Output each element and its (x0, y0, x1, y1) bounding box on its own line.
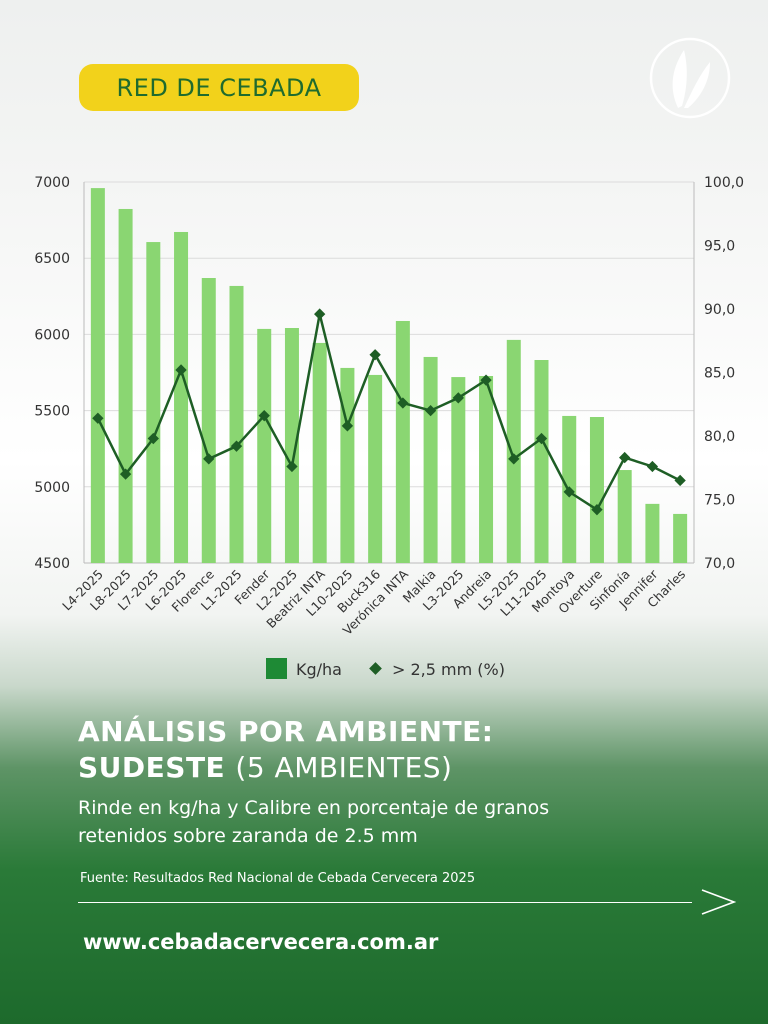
bar (368, 374, 383, 563)
bar (201, 278, 216, 563)
bar (229, 285, 244, 563)
line-point (674, 474, 686, 487)
line-point (480, 374, 492, 386)
subtitle-line-1: Rinde en kg/ha y Calibre en porcentaje d… (78, 797, 550, 819)
page-title: ANÁLISIS POR AMBIENTE: SUDESTE (5 AMBIEN… (78, 714, 493, 786)
legend-line-swatch (369, 662, 382, 675)
title-line-1: ANÁLISIS POR AMBIENTE: (78, 715, 494, 748)
y-right-tick-label: 90,0 (704, 302, 735, 318)
y-right-tick-label: 75,0 (704, 493, 735, 509)
bar (479, 376, 494, 563)
y-right-tick-label: 95,0 (704, 239, 735, 255)
line-point (397, 397, 409, 409)
y-right-tick-label: 100,0 (704, 175, 744, 191)
bar (423, 356, 438, 563)
bar (146, 242, 161, 563)
website-link[interactable]: www.cebadacervecera.com.ar (83, 930, 439, 954)
y-left-tick-label: 6500 (34, 251, 70, 267)
bar (673, 513, 688, 563)
bar (506, 339, 521, 563)
subtitle-line-2: retenidos sobre zaranda de 2.5 mm (78, 825, 418, 847)
line-point (563, 486, 575, 498)
line-point (424, 404, 437, 417)
line-point (314, 308, 326, 320)
wheat-icon (649, 37, 731, 119)
legend-line-label: > 2,5 mm (%) (392, 660, 505, 679)
title-count: (5 AMBIENTES) (235, 751, 453, 784)
bar (534, 360, 549, 563)
section-badge: RED DE CEBADA (79, 64, 359, 111)
source-note: Fuente: Resultados Red Nacional de Cebad… (80, 871, 476, 886)
legend-bar-label: Kg/ha (296, 660, 342, 679)
line-point (369, 349, 381, 361)
bar (312, 342, 327, 563)
divider (78, 902, 692, 903)
y-left-tick-label: 6000 (34, 327, 70, 343)
line-point (646, 460, 659, 473)
bar (645, 503, 660, 563)
bar (589, 417, 604, 563)
line-point (147, 432, 159, 445)
line-point (175, 364, 187, 376)
y-left-tick-label: 7000 (34, 175, 70, 191)
bar (451, 377, 466, 563)
y-right-tick-label: 70,0 (704, 556, 735, 572)
y-right-tick-label: 80,0 (704, 429, 735, 445)
legend-bar-swatch (266, 658, 287, 679)
bar (90, 188, 105, 563)
line-point (286, 460, 298, 473)
line-point (619, 451, 631, 464)
y-left-tick-label: 5500 (34, 404, 70, 420)
line-point (591, 504, 603, 516)
bar (395, 320, 410, 563)
bar (118, 208, 133, 563)
bar (174, 231, 189, 564)
bar (617, 470, 632, 563)
chart: 4500 5000 5500 6000 6500 7000 70,0 75,0 80,0 85,0… (34, 175, 744, 679)
line-point (341, 420, 354, 432)
bar (340, 367, 355, 563)
bar (257, 328, 272, 563)
line-point (452, 392, 464, 404)
subtitle: Rinde en kg/ha y Calibre en porcentaje d… (78, 794, 549, 850)
arrow-right-icon[interactable] (700, 888, 736, 916)
line-point (258, 410, 270, 422)
title-region: SUDESTE (78, 751, 226, 784)
y-left-tick-label: 5000 (34, 480, 70, 496)
line-point (230, 440, 243, 452)
bar (284, 327, 299, 563)
line-point (508, 453, 520, 465)
line-point (535, 432, 548, 445)
y-right-tick-label: 85,0 (704, 366, 735, 382)
line-point (203, 453, 215, 465)
y-left-tick-label: 4500 (34, 556, 70, 572)
line-series (96, 313, 681, 512)
